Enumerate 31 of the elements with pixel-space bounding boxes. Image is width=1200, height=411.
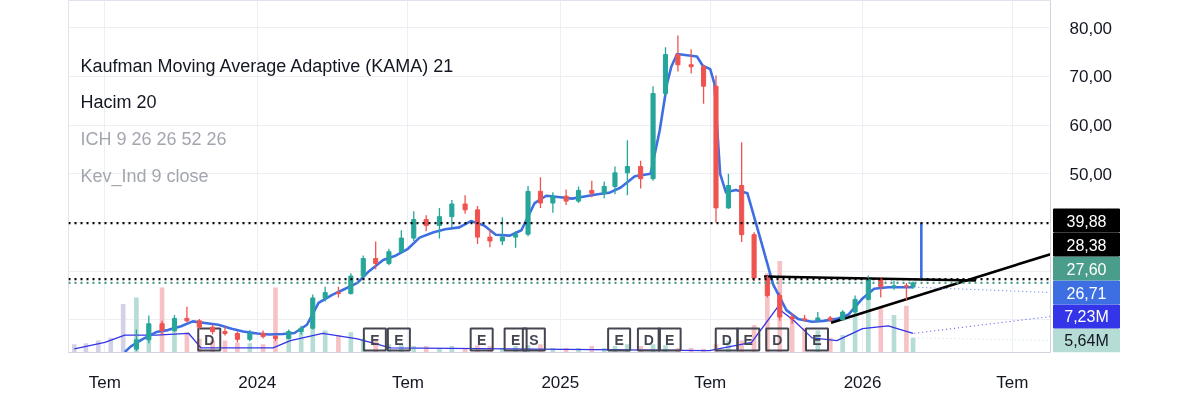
annotation: Kaufman Moving Average Adaptive (KAMA) 21	[80, 55, 454, 76]
annotation: E	[510, 331, 521, 348]
y-tick-label: 80,00	[1069, 18, 1113, 38]
annotation: Hacim 20	[80, 92, 157, 113]
annotation: 5,64M	[1064, 332, 1109, 349]
y-tick-label: 50,00	[1069, 164, 1113, 184]
annotation: E	[664, 331, 675, 348]
annotation: E	[614, 331, 624, 348]
legend-label: 28,38	[1066, 236, 1107, 254]
annotation: E	[394, 331, 404, 348]
annotation: 7,23M	[1064, 308, 1109, 325]
x-tick-label: Tem	[694, 372, 727, 392]
x-tick-label: 2024	[238, 372, 277, 392]
y-tick-label: 70,00	[1069, 67, 1113, 87]
annotation: E	[477, 331, 487, 348]
x-tick-label: Tem	[996, 372, 1029, 392]
ref-line-label: 39,88	[1066, 212, 1107, 230]
ref-line-label: 27,60	[1066, 260, 1107, 278]
y-tick-label: 60,00	[1069, 116, 1113, 136]
x-tick-label: Tem	[391, 372, 425, 392]
annotation: D	[204, 331, 215, 348]
x-tick-label: 2026	[843, 372, 882, 392]
annotation: D	[721, 331, 732, 348]
x-tick-label: Tem	[88, 372, 121, 392]
annotation: D	[643, 331, 654, 348]
x-tick-label: 2025	[541, 372, 580, 392]
annotation: S	[529, 331, 539, 348]
annotation: 26,71	[1066, 284, 1107, 302]
annotation: D	[772, 331, 783, 348]
annotation: ICH 9 26 26 52 26	[80, 128, 227, 149]
annotation: Kev_Ind 9 close	[80, 165, 209, 187]
